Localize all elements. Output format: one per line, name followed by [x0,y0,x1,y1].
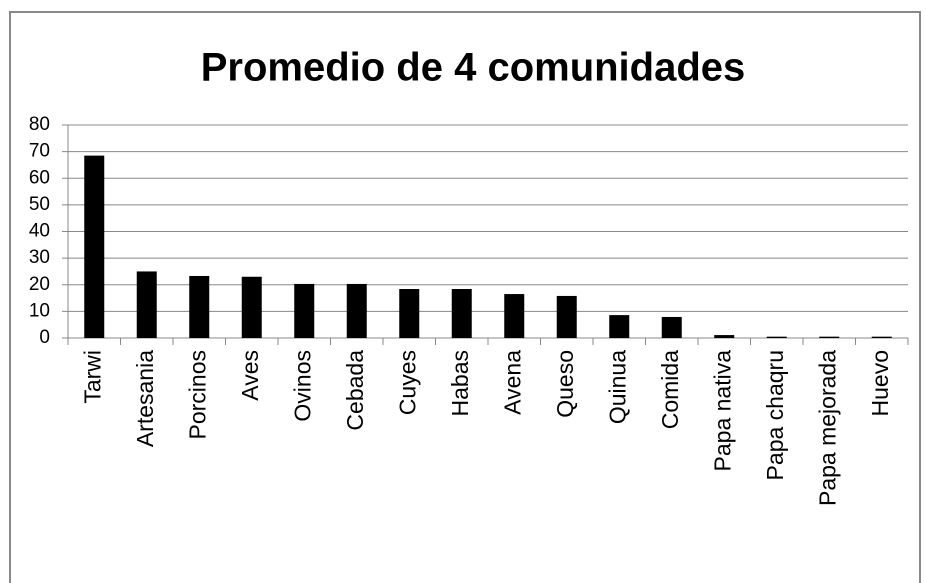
y-tick-label: 60 [29,167,50,188]
x-tick-label: Huevo [867,350,893,416]
chart-title: Promedio de 4 comunidades [201,46,746,90]
x-tick-label: Cuyes [394,350,420,415]
bar [819,336,840,338]
x-tick-label: Ovinos [289,350,315,422]
bar [241,276,262,338]
bar [84,155,105,338]
bar [294,283,315,338]
x-tick-label: Comida [657,350,683,429]
x-tick-label: Habas [447,350,473,416]
x-tick-label: Papa mejorada [814,350,840,506]
x-tick-label: Queso [552,350,578,418]
x-tick-label: Papa chaqru [762,350,788,480]
x-tick-label: Aves [237,350,263,401]
bar [136,271,157,338]
bar [451,289,472,338]
y-tick-label: 30 [29,247,50,268]
y-tick-label: 80 [29,114,50,135]
bar [609,315,630,338]
y-tick-label: 70 [29,141,50,162]
y-tick-label: 40 [29,221,50,242]
bar [189,275,210,338]
bar [504,294,525,338]
x-tick-label: Papa nativa [709,350,735,472]
x-tick-label: Quinua [604,350,630,424]
bar [871,336,892,338]
bar [346,283,367,338]
y-tick-label: 10 [29,300,50,321]
y-tick-label: 20 [29,274,50,295]
x-tick-label: Artesania [132,350,158,447]
bar [556,295,577,338]
bar [399,289,420,338]
bar [766,336,787,338]
x-tick-label: Cebada [342,350,368,431]
x-tick-label: Porcinos [184,350,210,439]
bar [714,335,735,338]
x-tick-label: Avena [499,350,525,415]
y-tick-label: 50 [29,194,50,215]
y-tick-label: 0 [39,327,50,348]
x-tick-label: Tarwi [79,350,105,404]
bar [661,316,682,338]
